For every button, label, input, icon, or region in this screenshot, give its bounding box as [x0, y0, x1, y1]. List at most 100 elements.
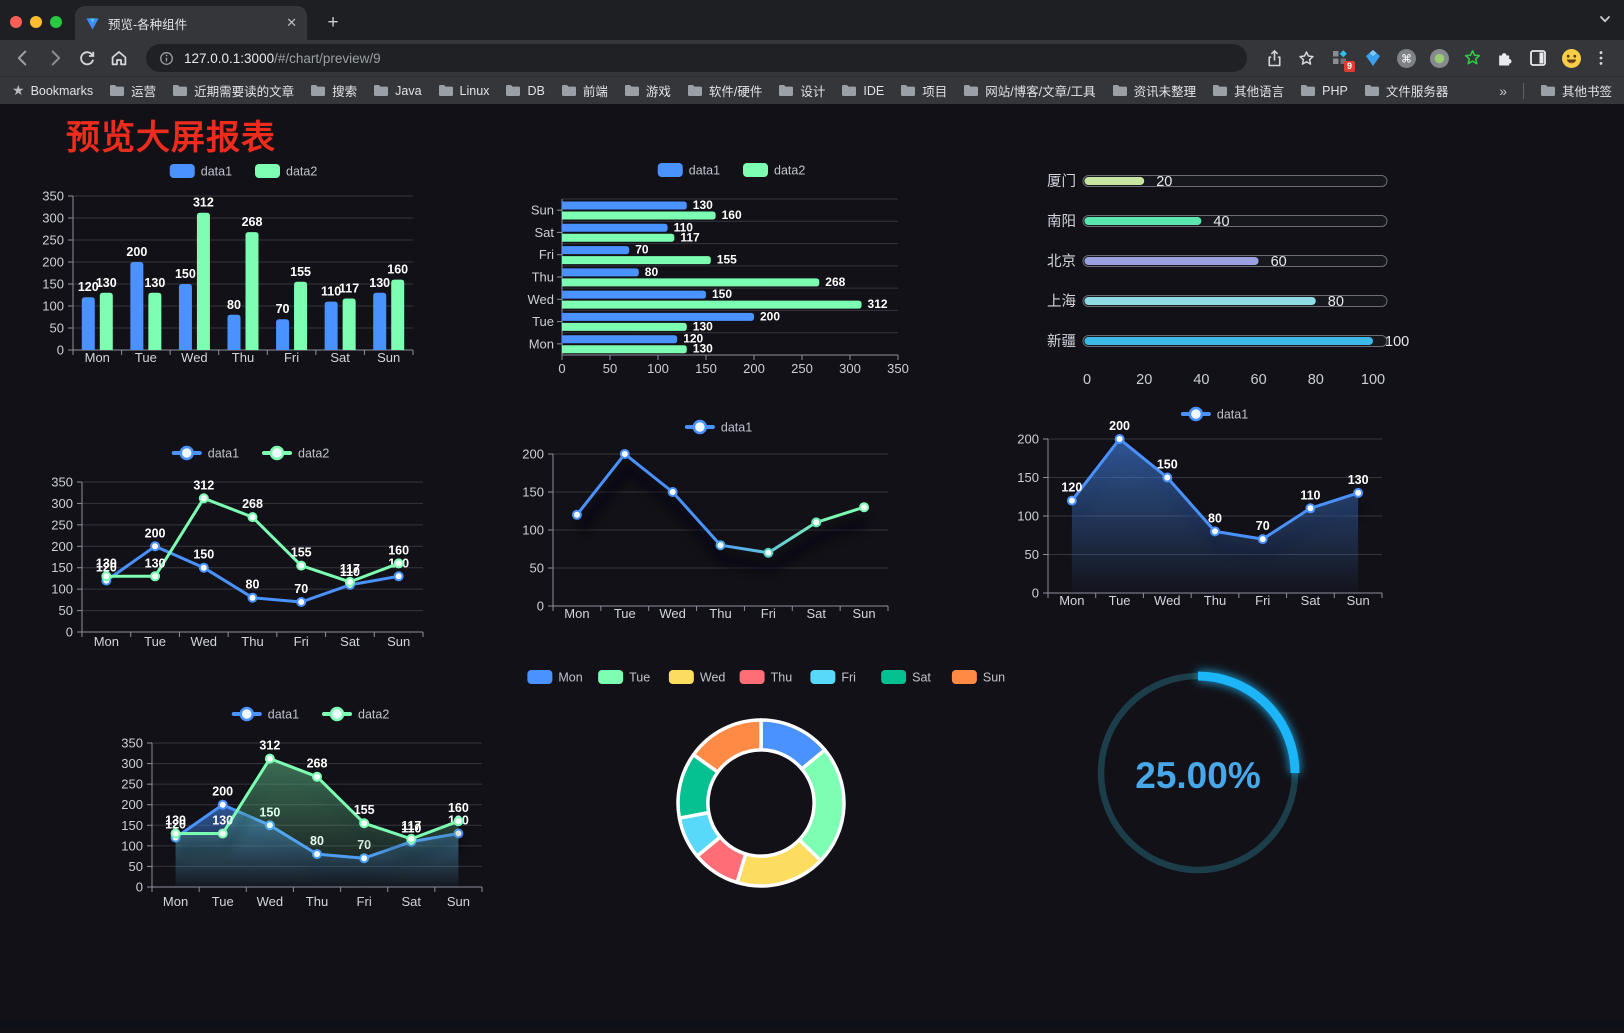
svg-text:Tue: Tue	[212, 894, 234, 909]
puzzle-extensions-icon[interactable]	[1494, 47, 1516, 69]
tab-close-icon[interactable]: ✕	[286, 15, 297, 31]
svg-text:268: 268	[242, 497, 263, 511]
svg-text:Wed: Wed	[659, 606, 686, 621]
legend-item-Wed[interactable]: Wed	[669, 670, 726, 685]
emoji-extension-icon[interactable]	[1560, 47, 1582, 69]
bookmark-folder[interactable]: 其他语言	[1212, 81, 1284, 100]
svg-text:20: 20	[1156, 174, 1172, 190]
svg-text:300: 300	[121, 756, 143, 771]
record-extension-icon[interactable]	[1428, 47, 1450, 69]
svg-text:20: 20	[1136, 372, 1152, 388]
svg-text:Wed: Wed	[1154, 593, 1181, 608]
command-extension-icon[interactable]: ⌘	[1395, 47, 1417, 69]
svg-text:Tue: Tue	[614, 606, 636, 621]
page-bottom-strip	[0, 1021, 1624, 1027]
bookmark-folder[interactable]: DB	[505, 84, 544, 98]
reload-icon[interactable]	[74, 45, 100, 71]
legend-item-Sat[interactable]: Sat	[881, 670, 931, 685]
bookmark-folder[interactable]: 搜索	[310, 81, 357, 100]
bookmark-folder[interactable]: 游戏	[624, 81, 671, 100]
svg-text:Mon: Mon	[529, 336, 554, 351]
bookmark-star-icon[interactable]	[1293, 45, 1319, 71]
legend-item-data2[interactable]: data2	[255, 164, 317, 179]
folder-icon	[624, 84, 640, 97]
folder-icon	[561, 84, 577, 97]
bookmarks-manager[interactable]: ★ Bookmarks	[12, 82, 93, 99]
legend-item-Fri[interactable]: Fri	[810, 670, 856, 685]
legend-item-Mon[interactable]: Mon	[527, 670, 582, 685]
share-icon[interactable]	[1261, 45, 1287, 71]
legend-item-data1[interactable]: data1	[685, 421, 752, 435]
legend-item-Sun[interactable]: Sun	[952, 670, 1005, 685]
legend-item-data2[interactable]: data2	[262, 447, 329, 461]
minimize-window-button[interactable]	[30, 16, 42, 28]
svg-text:130: 130	[96, 276, 117, 290]
bookmark-folder[interactable]: 运营	[109, 81, 156, 100]
svg-text:50: 50	[129, 859, 143, 874]
pie-slice-Wed[interactable]	[737, 840, 821, 886]
svg-text:data1: data1	[208, 447, 239, 461]
legend-item-Tue[interactable]: Tue	[598, 670, 650, 685]
svg-text:新疆: 新疆	[1047, 333, 1076, 350]
bookmark-folder[interactable]: 前端	[561, 81, 608, 100]
bookmark-folder[interactable]: IDE	[841, 84, 884, 98]
bookmark-folder[interactable]: 文件服务器	[1364, 81, 1449, 100]
svg-text:100: 100	[647, 361, 669, 376]
reader-mode-icon[interactable]	[1527, 47, 1549, 69]
home-icon[interactable]	[106, 45, 132, 71]
tab-search-chevron-icon[interactable]	[1598, 12, 1612, 31]
svg-text:130: 130	[693, 198, 713, 212]
legend-item-data1[interactable]: data1	[172, 447, 239, 461]
svg-text:150: 150	[695, 361, 717, 376]
legend-item-data1[interactable]: data1	[170, 164, 232, 179]
bookmark-folder[interactable]: PHP	[1300, 84, 1348, 98]
bookmark-folder[interactable]: 软件/硬件	[687, 81, 762, 100]
new-tab-button[interactable]: +	[319, 9, 347, 37]
svg-text:Sat: Sat	[912, 671, 931, 685]
green-star-extension-icon[interactable]	[1461, 47, 1483, 69]
svg-text:100: 100	[1385, 334, 1409, 350]
other-bookmarks-folder[interactable]: 其他书签	[1540, 81, 1612, 100]
legend-item-data1[interactable]: data1	[658, 163, 720, 178]
fullscreen-window-button[interactable]	[50, 16, 62, 28]
svg-text:厦门: 厦门	[1047, 173, 1076, 190]
bookmark-folder[interactable]: Linux	[438, 84, 490, 98]
svg-text:50: 50	[1025, 547, 1039, 562]
bookmark-folder[interactable]: Java	[373, 84, 421, 98]
folder-icon	[778, 84, 794, 97]
bookmarks-overflow-chevron[interactable]: »	[1499, 83, 1507, 99]
bookmark-folder[interactable]: 近期需要读的文章	[172, 81, 294, 100]
browser-tab[interactable]: 预览-各种组件 ✕	[75, 6, 307, 40]
svg-text:Sun: Sun	[447, 894, 470, 909]
svg-text:312: 312	[193, 196, 214, 210]
close-window-button[interactable]	[10, 16, 22, 28]
svg-text:312: 312	[193, 478, 214, 492]
extensions-row: 9 ⌘	[1329, 47, 1582, 69]
legend-item-data1[interactable]: data1	[1181, 408, 1248, 422]
bookmark-folder[interactable]: 设计	[778, 81, 825, 100]
address-bar[interactable]: 127.0.0.1:3000/#/chart/preview/9	[146, 44, 1247, 72]
svg-text:南阳: 南阳	[1047, 213, 1076, 230]
gem-extension-icon[interactable]	[1362, 47, 1384, 69]
svg-text:70: 70	[294, 582, 308, 596]
grid-extension-icon[interactable]: 9	[1329, 47, 1351, 69]
svg-text:70: 70	[635, 243, 649, 257]
menu-dots-icon[interactable]	[1588, 45, 1614, 71]
svg-text:Sun: Sun	[377, 350, 400, 365]
svg-text:160: 160	[448, 801, 469, 815]
back-icon[interactable]	[10, 45, 36, 71]
legend-item-data1[interactable]: data1	[232, 708, 299, 722]
svg-text:Sun: Sun	[1347, 593, 1370, 608]
svg-text:100: 100	[42, 299, 64, 314]
legend-item-data2[interactable]: data2	[322, 708, 389, 722]
page-info-icon[interactable]	[158, 50, 175, 67]
legend-item-Thu[interactable]: Thu	[740, 670, 793, 685]
forward-icon[interactable]	[42, 45, 68, 71]
bookmark-folder[interactable]: 网站/博客/文章/工具	[963, 81, 1095, 100]
legend-item-data2[interactable]: data2	[743, 163, 805, 178]
bookmark-folder[interactable]: 资讯未整理	[1112, 81, 1197, 100]
bookmark-folder[interactable]: 项目	[900, 81, 947, 100]
folder-icon	[1364, 84, 1380, 97]
